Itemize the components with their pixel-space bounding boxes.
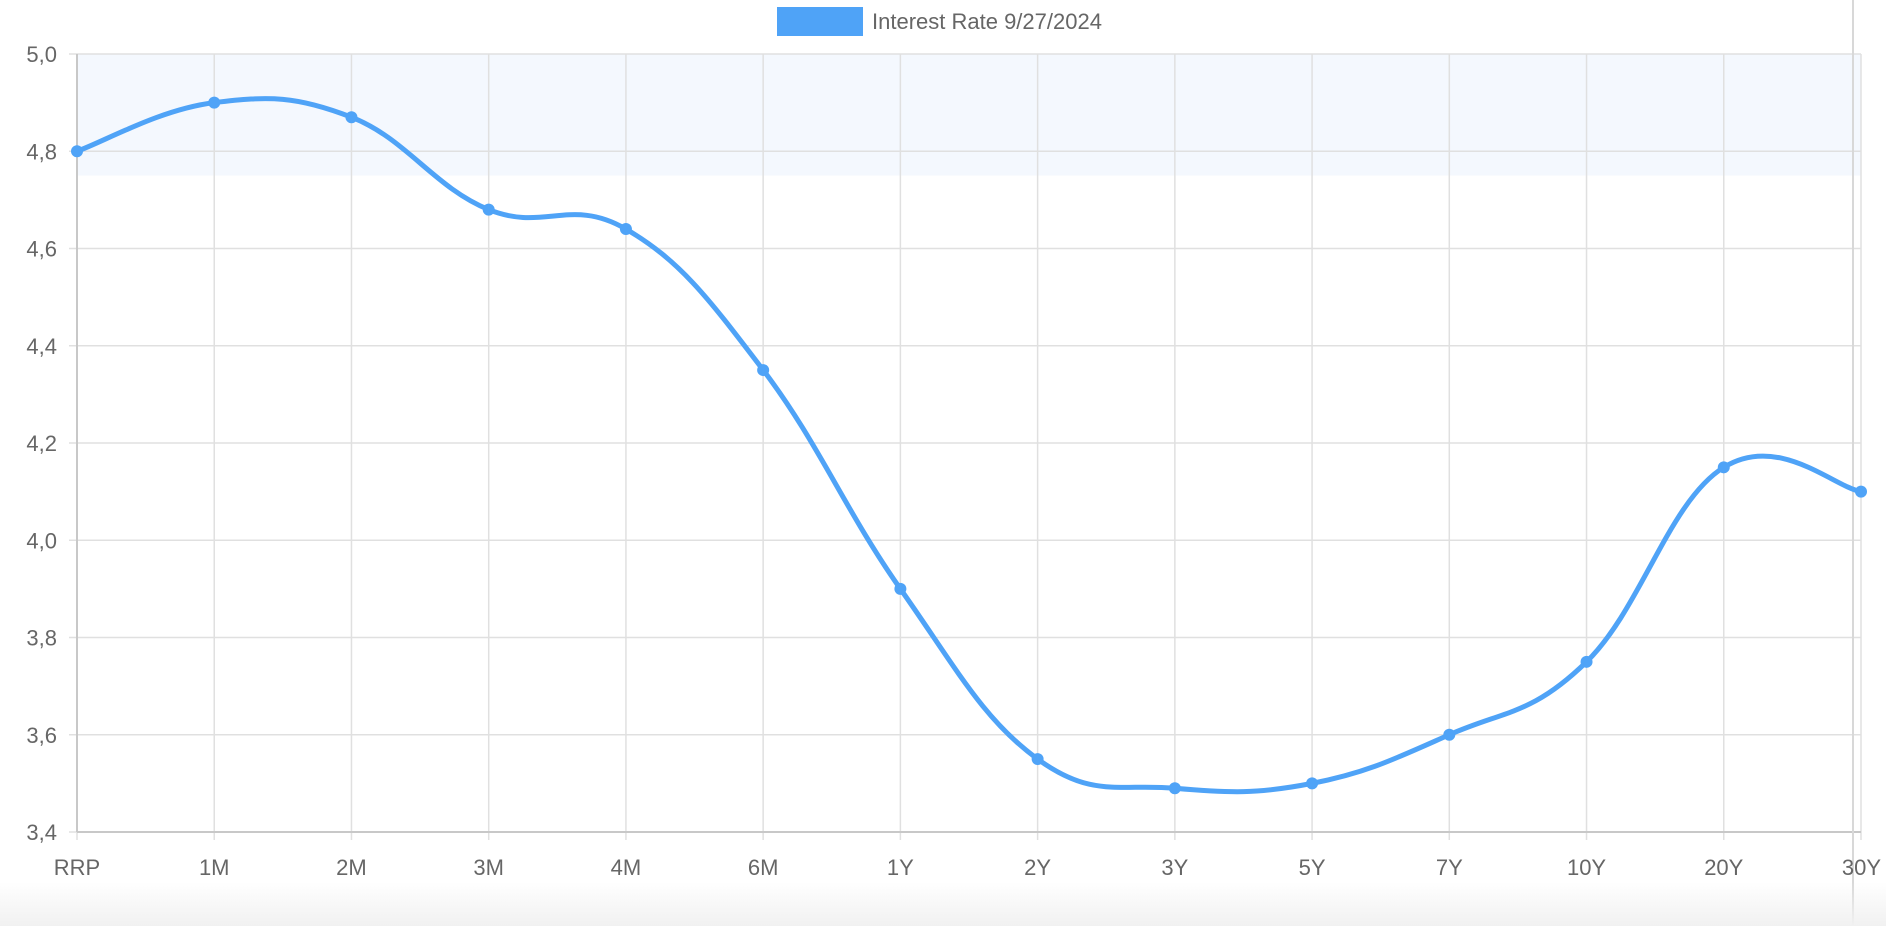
x-tick-label: 2Y <box>1024 855 1051 880</box>
x-tick-label: 2M <box>336 855 367 880</box>
x-tick-label: 20Y <box>1704 855 1743 880</box>
y-tick-label: 4,6 <box>26 237 57 262</box>
x-tick-label: 3Y <box>1161 855 1188 880</box>
y-tick-label: 3,4 <box>26 820 57 845</box>
data-point-2y[interactable] <box>1031 753 1044 766</box>
y-tick-label: 4,8 <box>26 139 57 164</box>
data-point-10y[interactable] <box>1580 655 1593 668</box>
data-point-6m[interactable] <box>757 364 770 377</box>
legend-swatch[interactable] <box>777 7 863 36</box>
x-tick-label: 30Y <box>1842 855 1881 880</box>
x-tick-label: 10Y <box>1567 855 1606 880</box>
data-point-1y[interactable] <box>894 582 907 595</box>
data-point-20y[interactable] <box>1717 461 1730 474</box>
x-tick-label: 7Y <box>1436 855 1463 880</box>
x-tick-label: 6M <box>748 855 779 880</box>
y-tick-label: 5,0 <box>26 42 57 67</box>
data-point-30y[interactable] <box>1855 485 1867 498</box>
data-point-3m[interactable] <box>482 203 495 216</box>
highlight-band <box>77 54 1861 176</box>
y-tick-label: 4,2 <box>26 431 57 456</box>
data-point-rrp[interactable] <box>71 145 83 158</box>
data-point-7y[interactable] <box>1443 728 1456 741</box>
data-point-5y[interactable] <box>1306 777 1319 790</box>
x-tick-label: 5Y <box>1299 855 1326 880</box>
x-tick-label: 4M <box>611 855 642 880</box>
data-point-1m[interactable] <box>208 96 221 109</box>
y-tick-label: 3,6 <box>26 723 57 748</box>
x-tick-label: 1M <box>199 855 230 880</box>
x-tick-label: 1Y <box>887 855 914 880</box>
data-point-4m[interactable] <box>619 223 632 236</box>
x-tick-label: RRP <box>54 855 100 880</box>
data-point-2m[interactable] <box>345 111 358 124</box>
series-line-interest-rate[interactable] <box>74 96 1864 795</box>
legend-label[interactable]: Interest Rate 9/27/2024 <box>872 9 1102 34</box>
y-tick-label: 4,0 <box>26 528 57 553</box>
y-tick-label: 4,4 <box>26 334 57 359</box>
y-tick-label: 3,8 <box>26 626 57 651</box>
data-point-3y[interactable] <box>1168 782 1181 795</box>
x-tick-label: 3M <box>473 855 504 880</box>
